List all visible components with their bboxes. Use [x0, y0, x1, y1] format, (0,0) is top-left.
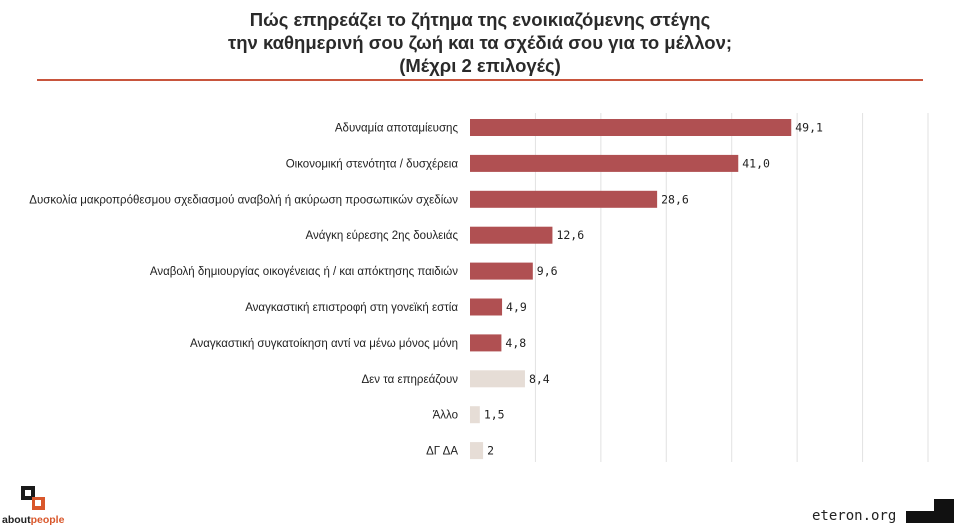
- category-label: ΔΓ ΔΑ: [426, 446, 458, 458]
- value-label: 28,6: [661, 192, 689, 206]
- bar: [470, 190, 658, 208]
- bar: [470, 154, 739, 172]
- bar: [470, 262, 533, 280]
- title-line-3: (Μέχρι 2 επιλογές): [399, 55, 561, 76]
- category-labels: Αδυναμία αποταμίευσης Οικονομική στενότητ…: [29, 123, 458, 458]
- title-line-1: Πώς επηρεάζει το ζήτημα της ενοικιαζόμεν…: [249, 9, 711, 30]
- value-label: 12,6: [556, 228, 584, 242]
- logo-square-hole: [25, 490, 31, 496]
- bars: [470, 119, 792, 460]
- category-label: Αδυναμία αποταμίευσης: [335, 123, 459, 135]
- logo-square-accent-hole: [35, 500, 41, 506]
- category-label: Δυσκολία μακροπρόθεσμου σχεδιασμού αναβο…: [29, 194, 458, 206]
- title-divider: [37, 79, 923, 81]
- value-label: 9,6: [537, 264, 558, 278]
- category-label: Άλλο: [433, 410, 458, 422]
- value-label: 4,9: [506, 300, 527, 314]
- bar: [470, 442, 484, 460]
- value-label: 1,5: [484, 408, 505, 422]
- category-label: Ανάγκη εύρεσης 2ης δουλειάς: [305, 230, 458, 242]
- site-label: eteron.org: [812, 508, 897, 524]
- logo-block-base: [906, 511, 954, 523]
- bar: [470, 406, 480, 424]
- category-label: Αναβολή δημιουργίας οικογένειας ή / και …: [150, 266, 458, 278]
- bar: [470, 298, 503, 316]
- value-label: 41,0: [742, 156, 770, 170]
- value-label: 8,4: [529, 372, 550, 386]
- value-labels: 49,1 41,0 28,6 12,6 9,6 4,9 4,8 8,4 1,5 2: [484, 121, 823, 458]
- bar: [470, 119, 792, 136]
- brand-plain: about: [2, 514, 31, 526]
- brand-accent: people: [30, 514, 65, 526]
- value-label: 2: [487, 444, 494, 458]
- aboutpeople-brand: aboutpeople: [2, 514, 64, 526]
- aboutpeople-logo-icon: [21, 486, 45, 510]
- bar: [470, 226, 553, 244]
- category-label: Αναγκαστική επιστροφή στη γονεϊκή εστία: [245, 302, 458, 314]
- category-label: Οικονομική στενότητα / δυσχέρεια: [286, 158, 459, 170]
- category-label: Αναγκαστική συγκατοίκηση αντί να μένω μό…: [190, 338, 458, 350]
- bar: [470, 334, 502, 352]
- title-line-2: την καθημερινή σου ζωή και τα σχέδιά σου…: [227, 32, 733, 53]
- bar: [470, 370, 525, 388]
- logo-block-top: [934, 499, 954, 511]
- eteron-logo-block: [906, 499, 954, 523]
- value-label: 4,8: [505, 336, 526, 350]
- value-label: 49,1: [795, 121, 823, 135]
- category-label: Δεν τα επηρεάζουν: [362, 374, 459, 386]
- chart-title: Πώς επηρεάζει το ζήτημα της ενοικιαζόμεν…: [0, 8, 960, 77]
